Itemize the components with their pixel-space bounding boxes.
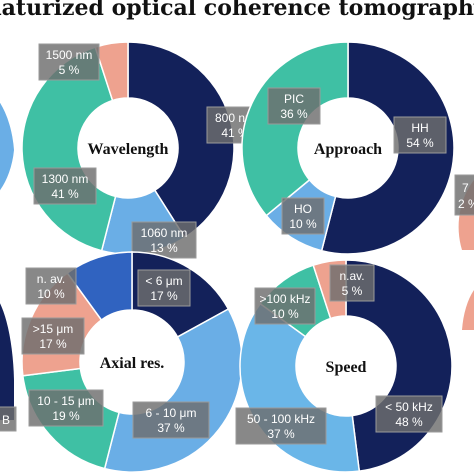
figure-title: iaturized optical coherence tomography: [0, 0, 474, 21]
slice-n-av: [66, 251, 133, 321]
data-label-value: 5 %: [342, 284, 363, 298]
edge-label-left-1: B: [2, 413, 10, 427]
left-bottom-fragment: [0, 303, 14, 420]
data-label-value: 48 %: [395, 415, 423, 429]
data-label-box: [38, 43, 100, 81]
data-label-box: [267, 87, 321, 125]
data-label-box: [137, 269, 191, 307]
data-label-name: HO: [294, 202, 312, 216]
data-label-value: 10 %: [289, 217, 317, 231]
data-label-name: n.av.: [339, 269, 364, 283]
edge-label-box-right: [454, 174, 474, 216]
data-label-name: 50 - 100 kHz: [247, 412, 315, 426]
data-label-box: [33, 167, 97, 205]
data-label-name: >100 kHz: [259, 292, 310, 306]
data-label-box: [132, 401, 210, 439]
data-label-name: 1300 nm: [42, 172, 89, 186]
slice-800-nm: [127, 41, 235, 239]
data-label-box: [254, 287, 316, 325]
data-label-box: [28, 389, 104, 427]
data-label-value: 36 %: [280, 107, 308, 121]
data-label-box: [25, 267, 77, 305]
data-label-value: 37 %: [267, 427, 295, 441]
chart-center-label: Wavelength: [88, 141, 169, 158]
data-label-box: [235, 407, 327, 445]
data-label-value: 17 %: [39, 337, 67, 351]
chart-center-label: Speed: [326, 359, 367, 376]
data-label-box: [393, 116, 447, 154]
data-label-name: HH: [411, 121, 428, 135]
data-label-name: PIC: [284, 92, 304, 106]
left-top-fragment: [0, 102, 14, 191]
data-label-name: n. av.: [37, 272, 65, 286]
data-label-name: 6 - 10 μm: [146, 406, 197, 420]
data-label-name: >15 μm: [33, 322, 74, 336]
chart-center-label: Approach: [314, 141, 382, 158]
data-label-value: 5 %: [59, 63, 80, 77]
data-label-value: 10 %: [271, 307, 299, 321]
right-bottom-fragment: [462, 290, 474, 330]
data-label-value: 17 %: [150, 289, 178, 303]
data-label-value: 19 %: [52, 409, 80, 423]
data-label-box: [329, 264, 375, 302]
slice-pic: [241, 41, 349, 217]
data-label-name: 1500 nm: [46, 48, 93, 62]
data-label-value: 54 %: [406, 136, 434, 150]
data-label-name: < 6 μm: [145, 274, 182, 288]
data-label-value: 13 %: [150, 241, 178, 255]
data-label-name: 1060 nm: [141, 226, 188, 240]
edge-label-box-left: [0, 406, 17, 432]
data-label-name: < 50 kHz: [385, 400, 433, 414]
data-label-value: 10 %: [37, 287, 65, 301]
chart-center-label: Axial res.: [100, 355, 165, 372]
edge-label-right-1: 7: [462, 181, 469, 195]
data-label-value: 37 %: [157, 421, 185, 435]
data-label-value: 41 %: [51, 187, 79, 201]
data-label-box: [281, 197, 325, 235]
data-label-name: 10 - 15 μm: [37, 394, 95, 408]
edge-label-right-2: 2 %: [458, 197, 474, 211]
slice-1500-nm: [94, 41, 129, 102]
data-label-box: [21, 317, 85, 355]
data-label-box: [375, 395, 443, 433]
